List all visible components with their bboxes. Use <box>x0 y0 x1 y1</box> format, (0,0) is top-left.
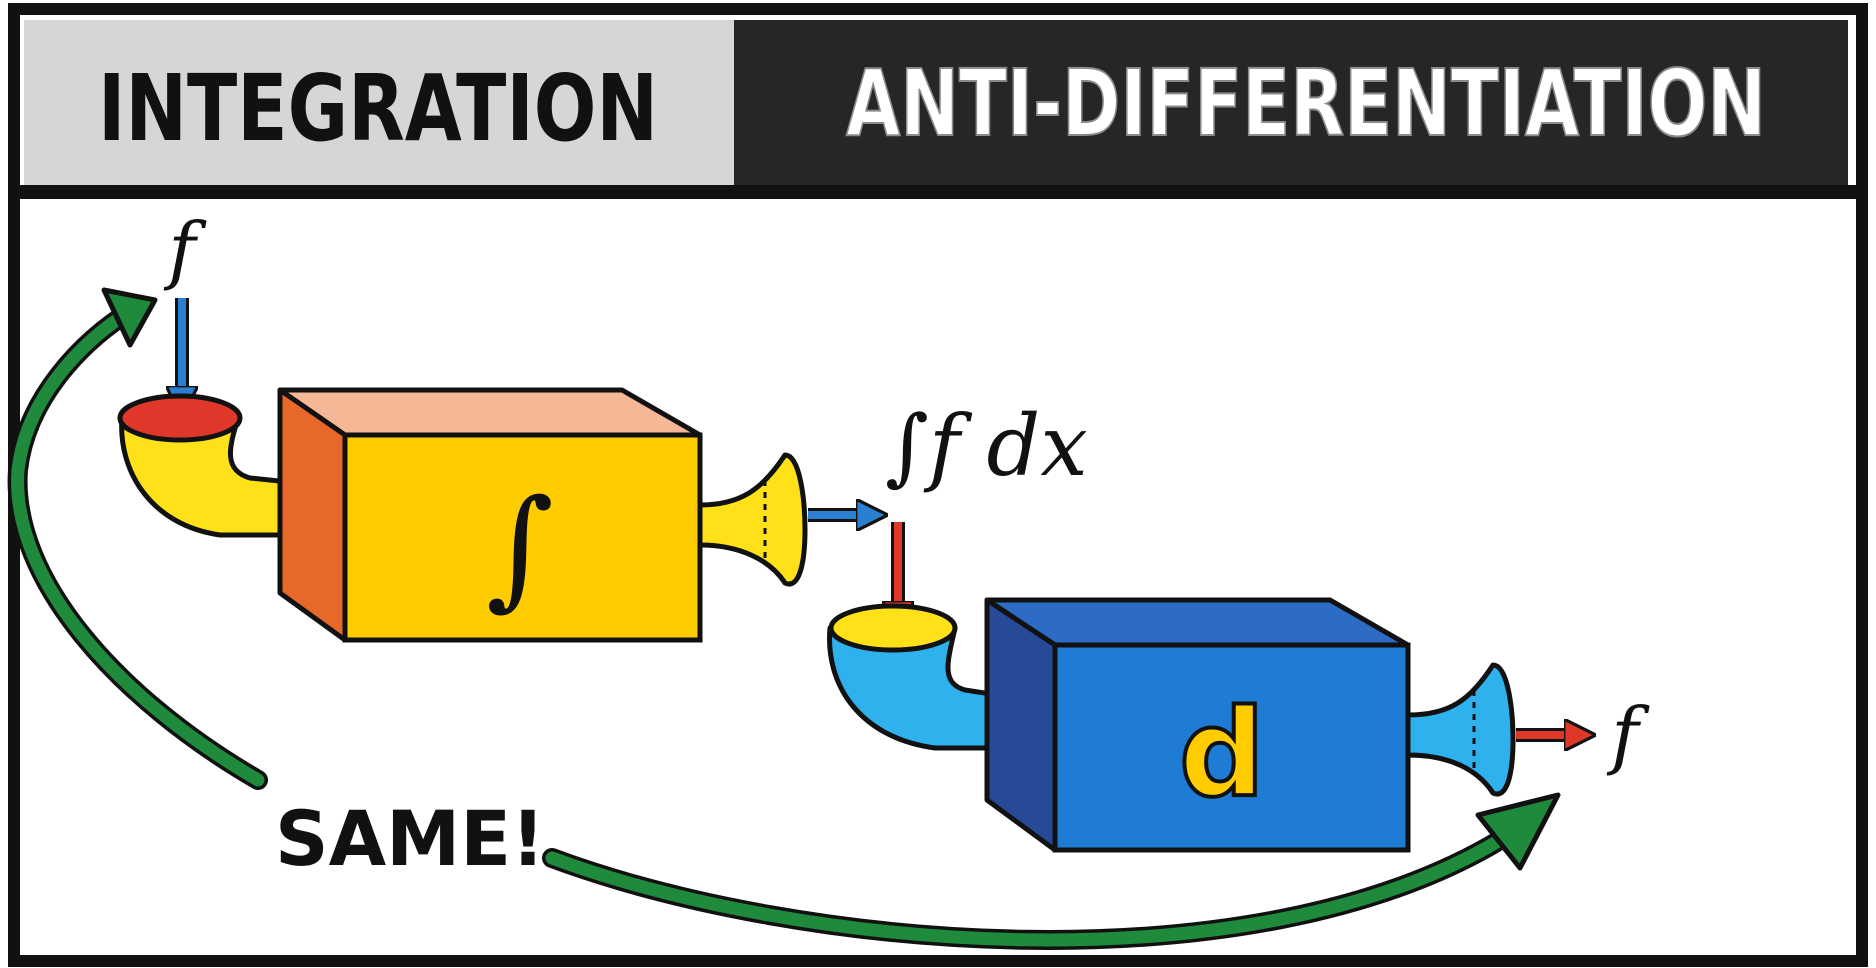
integrator-symbol: ∫ <box>486 471 554 623</box>
differentiator-input-funnel <box>827 625 1033 751</box>
integrator-top-face <box>277 387 703 438</box>
header-title-integration: INTEGRATION <box>98 55 658 162</box>
same-label: SAME! <box>275 794 545 883</box>
header-band: INTEGRATION ANTI-DIFFERENTIATION <box>18 20 1856 199</box>
integrator-funnel-opening <box>117 393 243 443</box>
header-left-panel <box>24 20 734 185</box>
integral-output-label: ∫f dx <box>885 397 1088 495</box>
same-arrow-left <box>11 298 265 787</box>
differentiator-front-face <box>1052 642 1411 853</box>
integrator-side-face <box>277 387 348 643</box>
header-divider <box>18 185 1856 199</box>
integrator-input-funnel <box>119 415 321 538</box>
differentiator-top-face <box>984 597 1411 648</box>
header-right-panel <box>734 20 1848 185</box>
same-arrows <box>7 287 1561 950</box>
differentiator-funnel-opening <box>828 603 958 653</box>
integrator-front-face <box>342 432 703 643</box>
header-title-anti-differentiation: ANTI-DIFFERENTIATION <box>846 50 1766 157</box>
differentiator-output-horn <box>1405 662 1516 797</box>
differentiator-machine: d <box>827 597 1516 853</box>
same-arrow-right <box>545 833 1507 947</box>
same-arrow-left-head <box>101 287 158 348</box>
same-arrow-right-head <box>1475 792 1561 871</box>
integrator-machine: ∫ <box>117 387 808 643</box>
differentiator-symbol: d <box>1179 685 1265 824</box>
integrator-output-horn <box>697 452 808 587</box>
